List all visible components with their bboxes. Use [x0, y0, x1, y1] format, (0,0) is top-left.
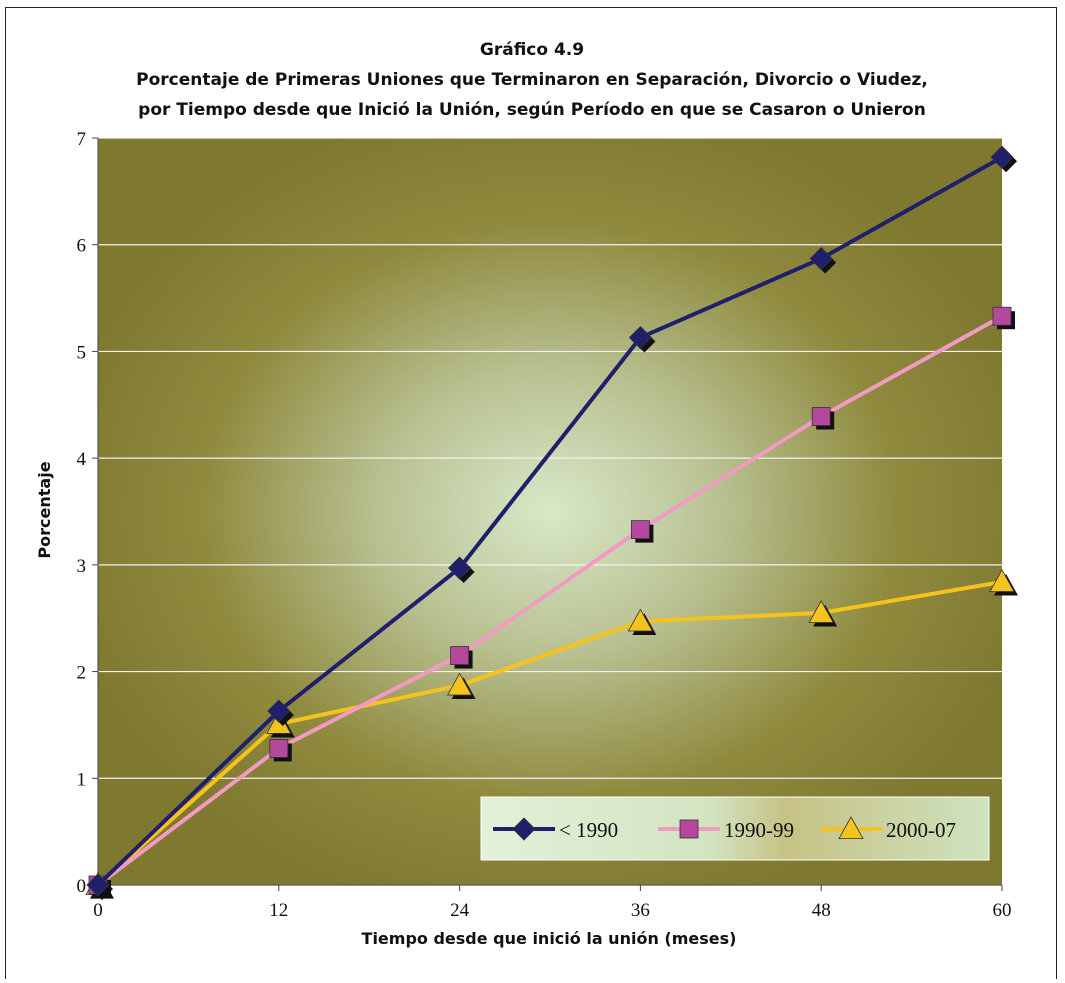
chart-title: Gráfico 4.9	[480, 40, 584, 60]
legend-label-1: 1990-99	[724, 818, 794, 842]
y-tick-label-4: 4	[77, 449, 87, 470]
x-axis-title: Tiempo desde que inició la unión (meses)	[362, 929, 737, 948]
legend-label-2: 2000-07	[886, 818, 956, 842]
chart-frame	[5, 7, 1057, 979]
point-1-5	[992, 306, 1012, 326]
y-tick-label-7: 7	[77, 129, 87, 150]
series-layer	[85, 145, 1018, 900]
y-tick-label-6: 6	[77, 236, 87, 257]
y-axis-title: Porcentaje	[35, 461, 54, 558]
legend-marker-1	[679, 819, 699, 839]
point-0-0	[86, 873, 110, 897]
series-0	[86, 145, 1017, 900]
y-tick-label-5: 5	[77, 342, 87, 363]
point-1-1	[269, 739, 289, 758]
series-line-1	[96, 314, 1003, 887]
legend-marker-0	[512, 817, 536, 841]
y-tick-label-1: 1	[77, 769, 87, 790]
point-0-3	[628, 325, 652, 350]
series-line-2	[96, 579, 1003, 887]
legend-box	[480, 796, 990, 861]
x-tick-label-0: 0	[93, 900, 103, 921]
point-1-4	[811, 407, 831, 426]
series-line-0	[96, 155, 1003, 887]
x-tick-label-5: 60	[993, 900, 1012, 921]
grid-lines	[98, 137, 1002, 779]
point-1-2	[450, 646, 470, 665]
y-tick-label-2: 2	[77, 663, 87, 684]
point-2-3	[627, 608, 654, 632]
plot-area	[98, 138, 1002, 885]
x-tick-label-1: 12	[269, 900, 288, 921]
legend-marker-2	[838, 816, 864, 839]
point-0-1	[267, 699, 291, 723]
y-tick-label-0: 0	[77, 876, 87, 897]
legend: < 1990 1990-99 2000-07	[480, 796, 990, 861]
legend-label-0: < 1990	[559, 818, 618, 842]
x-tick-label-2: 24	[450, 900, 470, 921]
chart-subtitle-line-2: por Tiempo desde que Inició la Unión, se…	[138, 100, 926, 120]
point-0-2	[448, 556, 472, 580]
chart-subtitle-line-1: Porcentaje de Primeras Uniones que Termi…	[136, 70, 928, 90]
point-0-5	[990, 145, 1014, 169]
x-tick-label-4: 48	[812, 900, 831, 921]
point-2-2	[446, 672, 473, 696]
y-tick-label-3: 3	[77, 556, 87, 577]
x-tick-label-3: 36	[631, 900, 650, 921]
point-2-4	[808, 600, 834, 623]
point-0-4	[809, 247, 833, 271]
point-1-3	[631, 520, 650, 540]
point-2-5	[989, 569, 1015, 592]
